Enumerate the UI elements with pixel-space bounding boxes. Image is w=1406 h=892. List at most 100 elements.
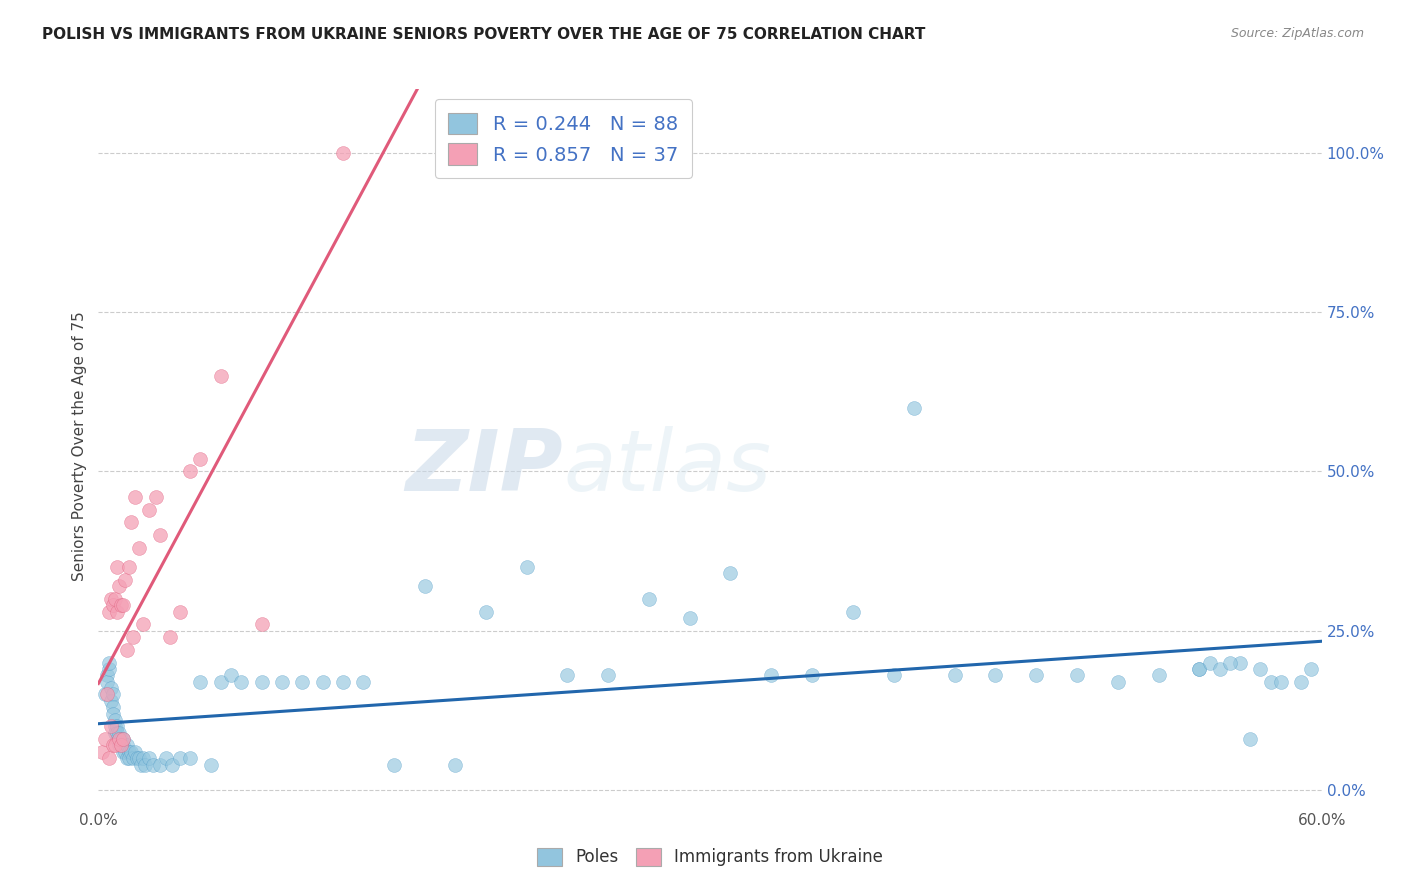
- Point: [413, 579, 436, 593]
- Point: [138, 751, 160, 765]
- Point: [179, 465, 201, 479]
- Point: [104, 719, 127, 733]
- Point: [169, 751, 191, 765]
- Point: [142, 757, 165, 772]
- Point: [1301, 662, 1323, 676]
- Point: [332, 145, 354, 160]
- Point: [291, 674, 314, 689]
- Point: [557, 668, 579, 682]
- Point: [115, 643, 138, 657]
- Point: [903, 401, 925, 415]
- Point: [145, 490, 167, 504]
- Point: [108, 725, 131, 739]
- Point: [382, 757, 405, 772]
- Point: [128, 751, 150, 765]
- Point: [761, 668, 783, 682]
- Point: [101, 700, 124, 714]
- Point: [108, 579, 131, 593]
- Point: [91, 745, 114, 759]
- Point: [105, 605, 128, 619]
- Point: [97, 751, 120, 765]
- Point: [101, 706, 124, 721]
- Point: [101, 739, 124, 753]
- Point: [120, 516, 142, 530]
- Point: [110, 732, 132, 747]
- Point: [118, 560, 141, 574]
- Point: [132, 617, 155, 632]
- Point: [1249, 662, 1271, 676]
- Point: [100, 681, 122, 695]
- Point: [474, 605, 498, 619]
- Point: [1260, 674, 1282, 689]
- Point: [1270, 674, 1292, 689]
- Point: [1229, 656, 1251, 670]
- Point: [332, 674, 354, 689]
- Point: [149, 528, 172, 542]
- Point: [801, 668, 824, 682]
- Point: [169, 605, 191, 619]
- Point: [1291, 674, 1313, 689]
- Point: [883, 668, 905, 682]
- Point: [104, 591, 127, 606]
- Point: [128, 541, 150, 555]
- Point: [104, 725, 127, 739]
- Point: [1188, 662, 1211, 676]
- Point: [1239, 732, 1261, 747]
- Point: [638, 591, 661, 606]
- Point: [444, 757, 467, 772]
- Point: [124, 745, 146, 759]
- Point: [101, 599, 124, 613]
- Point: [219, 668, 242, 682]
- Point: [111, 739, 134, 753]
- Point: [110, 739, 132, 753]
- Point: [122, 630, 145, 644]
- Point: [105, 719, 128, 733]
- Point: [108, 732, 131, 747]
- Point: [108, 732, 131, 747]
- Point: [111, 745, 134, 759]
- Point: [132, 751, 155, 765]
- Point: [1219, 656, 1241, 670]
- Point: [93, 688, 115, 702]
- Point: [122, 751, 145, 765]
- Point: [1209, 662, 1232, 676]
- Point: [188, 451, 212, 466]
- Point: [209, 368, 232, 383]
- Point: [118, 745, 141, 759]
- Point: [250, 617, 273, 632]
- Point: [231, 674, 253, 689]
- Point: [1107, 674, 1129, 689]
- Point: [96, 674, 118, 689]
- Point: [110, 739, 132, 753]
- Point: [110, 599, 132, 613]
- Point: [111, 732, 134, 747]
- Point: [720, 566, 742, 581]
- Point: [943, 668, 966, 682]
- Legend: Poles, Immigrants from Ukraine: Poles, Immigrants from Ukraine: [530, 841, 890, 873]
- Point: [159, 630, 181, 644]
- Point: [155, 751, 177, 765]
- Point: [1025, 668, 1047, 682]
- Point: [101, 688, 124, 702]
- Y-axis label: Seniors Poverty Over the Age of 75: Seniors Poverty Over the Age of 75: [72, 311, 87, 581]
- Point: [312, 674, 335, 689]
- Point: [209, 674, 232, 689]
- Text: Source: ZipAtlas.com: Source: ZipAtlas.com: [1230, 27, 1364, 40]
- Point: [352, 674, 374, 689]
- Point: [118, 751, 141, 765]
- Point: [114, 573, 136, 587]
- Point: [841, 605, 863, 619]
- Point: [250, 674, 273, 689]
- Point: [200, 757, 222, 772]
- Point: [1198, 656, 1220, 670]
- Point: [111, 732, 134, 747]
- Point: [1066, 668, 1088, 682]
- Point: [93, 732, 115, 747]
- Point: [100, 719, 122, 733]
- Point: [124, 490, 146, 504]
- Point: [160, 757, 183, 772]
- Point: [516, 560, 538, 574]
- Point: [97, 662, 120, 676]
- Point: [97, 656, 120, 670]
- Point: [598, 668, 620, 682]
